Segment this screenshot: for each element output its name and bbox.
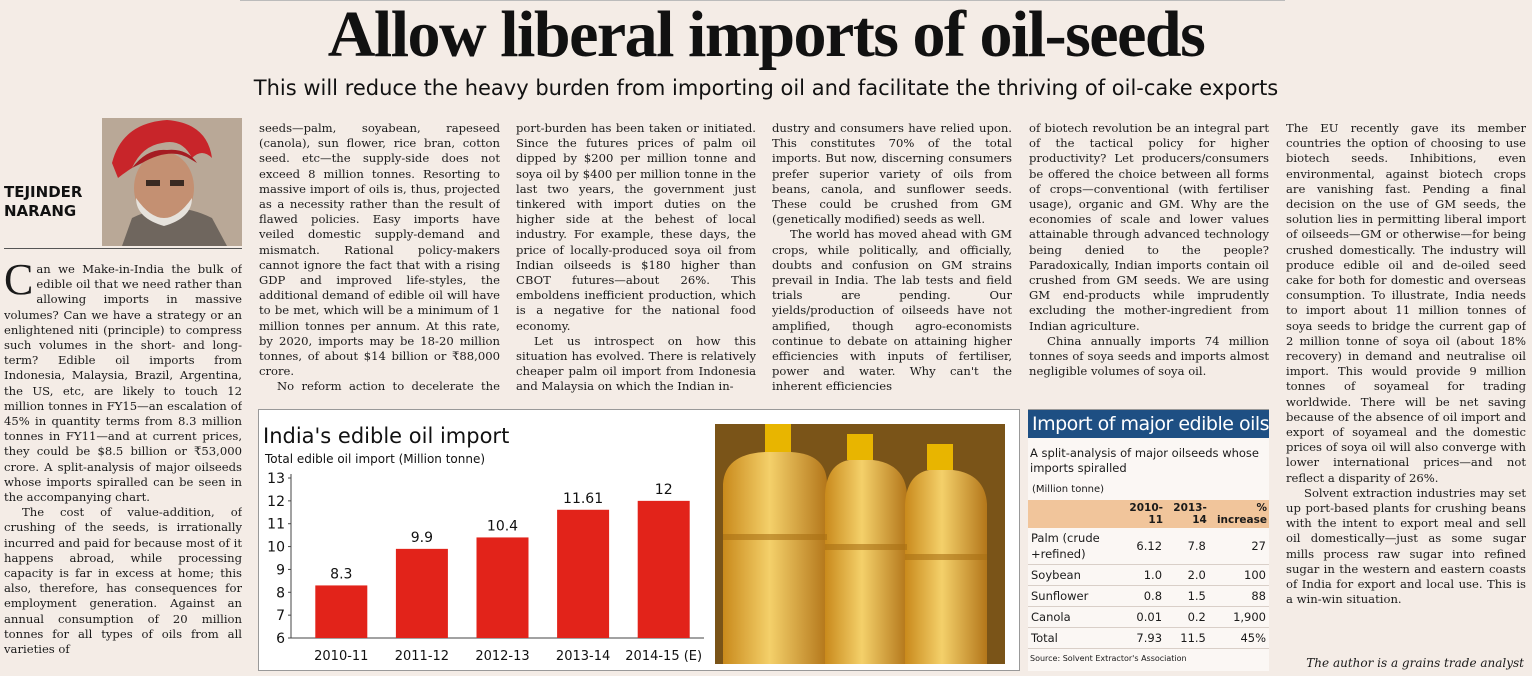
table-header-label	[1028, 500, 1122, 528]
row-label: Total	[1028, 627, 1122, 649]
author-portrait	[102, 118, 242, 246]
row-label: Soybean	[1028, 564, 1122, 586]
row-value-increase: 100	[1208, 564, 1269, 586]
table-description: A split-analysis of major oilseeds whose…	[1030, 446, 1259, 475]
col5-para1: of biotech revolution be an integral par…	[1029, 121, 1269, 333]
column-3: port-burden has been taken or initiated.…	[516, 121, 756, 397]
col5-para2: China annually imports 74 million tonnes…	[1029, 333, 1269, 379]
author-byline: TEJINDER NARANG	[4, 183, 82, 221]
x-tick-label: 2014-15 (E)	[625, 649, 702, 664]
row-value-2013: 11.5	[1165, 627, 1209, 649]
bar	[476, 537, 529, 638]
row-value-2013: 2.0	[1165, 564, 1209, 586]
bar	[637, 500, 690, 638]
author-first-name: TEJINDER	[4, 183, 83, 201]
row-value-2010: 0.01	[1121, 606, 1166, 628]
col2-para1: seeds—palm, soyabean, rapeseed (canola),…	[259, 121, 500, 379]
table-row: Soybean 1.0 2.0 100	[1028, 564, 1269, 586]
column-4: dustry and consumers have relied upon. T…	[772, 121, 1012, 397]
column-6: The EU recently gave its member countrie…	[1286, 121, 1526, 653]
bar-chart-plot: 6 7 8 9 10 11 12 13 8.3 2010-11 9.9 2011-12 10.4 2012…	[267, 471, 704, 664]
row-label: Sunflower	[1028, 585, 1122, 607]
headline: Allow liberal imports of oil-seeds	[327, 0, 1206, 71]
table-title: Import of major edible oils	[1028, 410, 1269, 438]
x-tick-label: 2010-11	[314, 649, 368, 664]
author-signature: The author is a grains trade analyst	[1306, 656, 1524, 670]
y-tick-label: 11	[267, 517, 285, 533]
table-row: Sunflower 0.8 1.5 88	[1028, 585, 1269, 607]
col1-para1: an we Make-in-India the bulk of edible o…	[4, 262, 242, 505]
table-row: Palm (crude +refined) 6.12 7.8 27	[1028, 528, 1269, 565]
row-value-increase: 27	[1208, 528, 1269, 565]
col1-para2: The cost of value-addition, of crushing …	[4, 505, 242, 657]
bar-value-label: 12	[655, 482, 673, 498]
y-tick-label: 10	[267, 540, 285, 556]
row-value-increase: 1,900	[1208, 606, 1269, 628]
column-5: of biotech revolution be an integral par…	[1029, 121, 1269, 399]
table-header-2013: 2013-14	[1165, 500, 1209, 528]
top-rule	[240, 0, 1285, 1]
drop-cap: C	[4, 262, 34, 304]
table-row-total: Total 7.93 11.5 45%	[1028, 627, 1269, 649]
row-value-increase: 88	[1208, 585, 1269, 607]
row-label: Palm (crude +refined)	[1028, 528, 1122, 565]
oil-bottles-illustration	[715, 424, 1005, 664]
row-value-2013: 0.2	[1165, 606, 1209, 628]
subheadline: This will reduce the heavy burden from i…	[253, 76, 1279, 100]
author-divider	[4, 248, 242, 249]
row-value-2010: 7.93	[1121, 627, 1166, 649]
import-table-box: Import of major edible oils A split-anal…	[1028, 409, 1269, 671]
bar-value-label: 10.4	[487, 518, 518, 534]
chart-ylabel: Total edible oil import (Million tonne)	[265, 452, 486, 466]
y-tick-label: 13	[267, 471, 285, 487]
author-photo	[102, 118, 242, 246]
col2-para2: No reform action to decelerate the im-	[259, 379, 500, 397]
row-value-2010: 0.8	[1121, 585, 1166, 607]
table-row: Canola 0.01 0.2 1,900	[1028, 606, 1269, 628]
col4-para2: The world has moved ahead with GM crops,…	[772, 227, 1012, 394]
bar-value-label: 11.61	[563, 491, 603, 507]
row-value-2013: 1.5	[1165, 585, 1209, 607]
bar	[395, 548, 448, 638]
column-2: seeds—palm, soyabean, rapeseed (canola),…	[259, 121, 500, 397]
table-source: Source: Solvent Extractor's Association	[1030, 654, 1187, 663]
row-value-increase: 45%	[1208, 627, 1269, 649]
table-header-2010: 2010-11	[1121, 500, 1166, 528]
row-value-2010: 6.12	[1121, 528, 1166, 565]
y-tick-label: 6	[276, 631, 285, 647]
bar-value-label: 9.9	[411, 530, 433, 546]
row-value-2013: 7.8	[1165, 528, 1209, 565]
bar-value-label: 8.3	[330, 566, 352, 582]
y-tick-label: 12	[267, 494, 285, 510]
table-unit: (Million tonne)	[1032, 484, 1105, 495]
chart-title: India's edible oil import	[263, 424, 510, 448]
x-tick-label: 2012-13	[475, 649, 529, 664]
import-data-table: 2010-11 2013-14 % increase Palm (crude +…	[1028, 500, 1269, 649]
edible-oil-import-chart: India's edible oil import Total edible o…	[258, 409, 1020, 671]
x-tick-label: 2011-12	[395, 649, 449, 664]
bar	[315, 585, 368, 638]
col6-para2: Solvent extraction industries may set up…	[1286, 485, 1526, 607]
col4-para1: dustry and consumers have relied upon. T…	[772, 121, 1012, 227]
col3-para1: port-burden has been taken or initiated.…	[516, 121, 756, 333]
col6-para1: The EU recently gave its member countrie…	[1286, 121, 1526, 485]
x-tick-label: 2013-14	[556, 649, 610, 664]
y-tick-label: 9	[276, 562, 285, 578]
table-header-increase: % increase	[1208, 500, 1269, 528]
oil-bottles-photo	[715, 424, 1005, 664]
y-tick-label: 8	[276, 585, 285, 601]
row-value-2010: 1.0	[1121, 564, 1166, 586]
author-last-name: NARANG	[4, 202, 77, 220]
row-label: Canola	[1028, 606, 1122, 628]
y-tick-label: 7	[276, 608, 285, 624]
bar	[557, 509, 610, 638]
col3-para2: Let us introspect on how this situation …	[516, 333, 756, 394]
